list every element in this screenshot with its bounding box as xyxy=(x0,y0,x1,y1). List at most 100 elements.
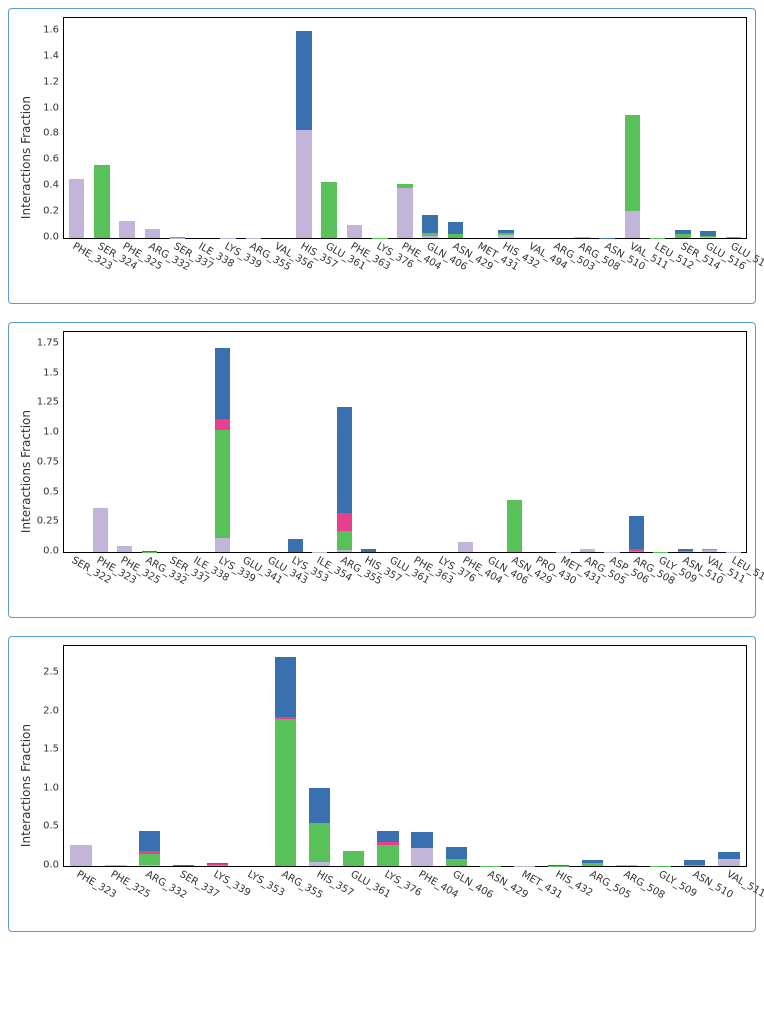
bar-segment xyxy=(275,719,296,866)
y-tick-label: 1.25 xyxy=(37,397,59,408)
bar-ILE_354 xyxy=(312,547,327,552)
y-tick-label: 0.0 xyxy=(43,546,59,557)
y-tick-label: 2.5 xyxy=(43,667,59,678)
y-axis-label: Interactions Fraction xyxy=(17,724,33,847)
bar-SER_337 xyxy=(170,221,186,238)
bar-segment xyxy=(215,348,230,419)
bar-segment xyxy=(507,500,522,552)
y-tick-label: 2.0 xyxy=(43,705,59,716)
bar-GLN_406 xyxy=(422,167,438,238)
bar-segment xyxy=(580,549,595,552)
y-tick-label: 1.0 xyxy=(43,427,59,438)
bar-segment xyxy=(377,831,398,841)
chart-panel-B: BInteractions Fraction0.00.20.40.60.81.0… xyxy=(8,8,756,304)
bar-segment xyxy=(361,549,376,552)
bar-segment xyxy=(616,865,637,866)
y-tick-label: 0.25 xyxy=(37,516,59,527)
bar-segment xyxy=(139,854,160,866)
y-tick-label: 0.0 xyxy=(43,232,59,243)
bar-segment xyxy=(119,221,135,238)
bar-PHE_323 xyxy=(93,453,108,552)
x-tick-label: LYS_353 xyxy=(246,869,287,899)
bar-SER_514 xyxy=(675,197,691,238)
bar-ARG_508 xyxy=(574,220,590,238)
bar-segment xyxy=(675,234,691,238)
bar-LEU_512 xyxy=(726,543,741,553)
bar-segment xyxy=(498,235,514,238)
bar-segment xyxy=(343,851,364,866)
y-tick-label: 1.5 xyxy=(43,744,59,755)
bar-GLU_361 xyxy=(343,808,364,866)
bar-segment xyxy=(145,229,161,238)
bar-segment xyxy=(309,823,330,862)
bar-ARG_355 xyxy=(337,374,352,552)
bar-ASN_510 xyxy=(678,526,693,552)
bar-segment xyxy=(215,419,230,429)
bar-PHE_404 xyxy=(411,780,432,866)
bar-segment xyxy=(117,546,132,552)
bar-PHE_325 xyxy=(117,516,132,552)
y-axis-label: Interactions Fraction xyxy=(17,96,33,219)
bar-VAL_511 xyxy=(625,74,641,238)
bar-PHE_323 xyxy=(70,798,91,866)
bar-LYS_353 xyxy=(241,863,262,866)
bar-segment xyxy=(105,865,126,866)
bar-LYS_339 xyxy=(220,232,236,238)
bar-SER_324 xyxy=(94,111,110,238)
bar-segment xyxy=(700,237,716,238)
bar-segment xyxy=(296,130,312,238)
bar-LEU_512 xyxy=(650,229,666,238)
bar-segment xyxy=(337,550,352,552)
bar-segment xyxy=(288,539,303,552)
bar-VAL_511 xyxy=(702,528,717,552)
bar-HIS_357 xyxy=(361,525,376,552)
bar-GLY_509 xyxy=(650,859,671,866)
bar-segment xyxy=(337,513,352,530)
bar-segment xyxy=(625,115,641,211)
bar-ARG_508 xyxy=(629,463,644,552)
bar-SER_337 xyxy=(166,550,181,552)
bar-LYS_339 xyxy=(207,841,228,866)
bar-ARG_332 xyxy=(139,779,160,866)
bar-ILE_338 xyxy=(195,237,211,238)
bar-ARG_332 xyxy=(145,193,161,238)
bar-segment xyxy=(726,237,742,238)
y-tick-label: 0.75 xyxy=(37,456,59,467)
y-tick-label: 0.5 xyxy=(43,486,59,497)
bar-segment xyxy=(296,31,312,130)
bar-segment xyxy=(207,865,228,866)
bar-segment xyxy=(678,551,693,552)
y-tick-label: 0.4 xyxy=(43,180,59,191)
bar-PHE_404 xyxy=(397,129,413,238)
bar-ARG_355 xyxy=(275,651,296,866)
bar-segment xyxy=(309,788,330,823)
bar-GLY_509 xyxy=(653,544,668,552)
x-ticks: SER_322PHE_323PHE_325ARG_332SER_337ILE_3… xyxy=(63,553,747,613)
y-tick-label: 1.6 xyxy=(43,24,59,35)
bar-ARG_503 xyxy=(549,235,565,238)
bar-segment xyxy=(411,832,432,848)
bar-ARG_505 xyxy=(582,831,603,867)
plot-area xyxy=(63,17,747,239)
bar-ARG_355 xyxy=(246,233,262,238)
y-ticks: 0.00.250.50.751.01.251.51.75 xyxy=(33,331,63,551)
bar-ILE_338 xyxy=(190,551,205,552)
y-tick-label: 1.5 xyxy=(43,367,59,378)
bar-segment xyxy=(446,859,467,866)
bar-LYS_376 xyxy=(434,550,449,552)
bar-segment xyxy=(702,550,717,552)
bar-segment xyxy=(275,657,296,717)
bar-segment xyxy=(173,865,194,866)
bar-segment xyxy=(718,852,739,859)
y-axis-label: Interactions Fraction xyxy=(17,410,33,533)
bar-GLU_361 xyxy=(321,127,337,238)
y-tick-label: 0.5 xyxy=(43,821,59,832)
bar-segment xyxy=(411,848,432,866)
bar-GLN_406 xyxy=(446,802,467,866)
y-ticks: 0.00.20.40.60.81.01.21.41.6 xyxy=(33,17,63,237)
bar-segment xyxy=(337,407,352,513)
bar-LYS_376 xyxy=(377,779,398,866)
bar-PHE_323 xyxy=(69,124,85,238)
plot-area xyxy=(63,645,747,867)
bar-segment xyxy=(458,542,473,552)
